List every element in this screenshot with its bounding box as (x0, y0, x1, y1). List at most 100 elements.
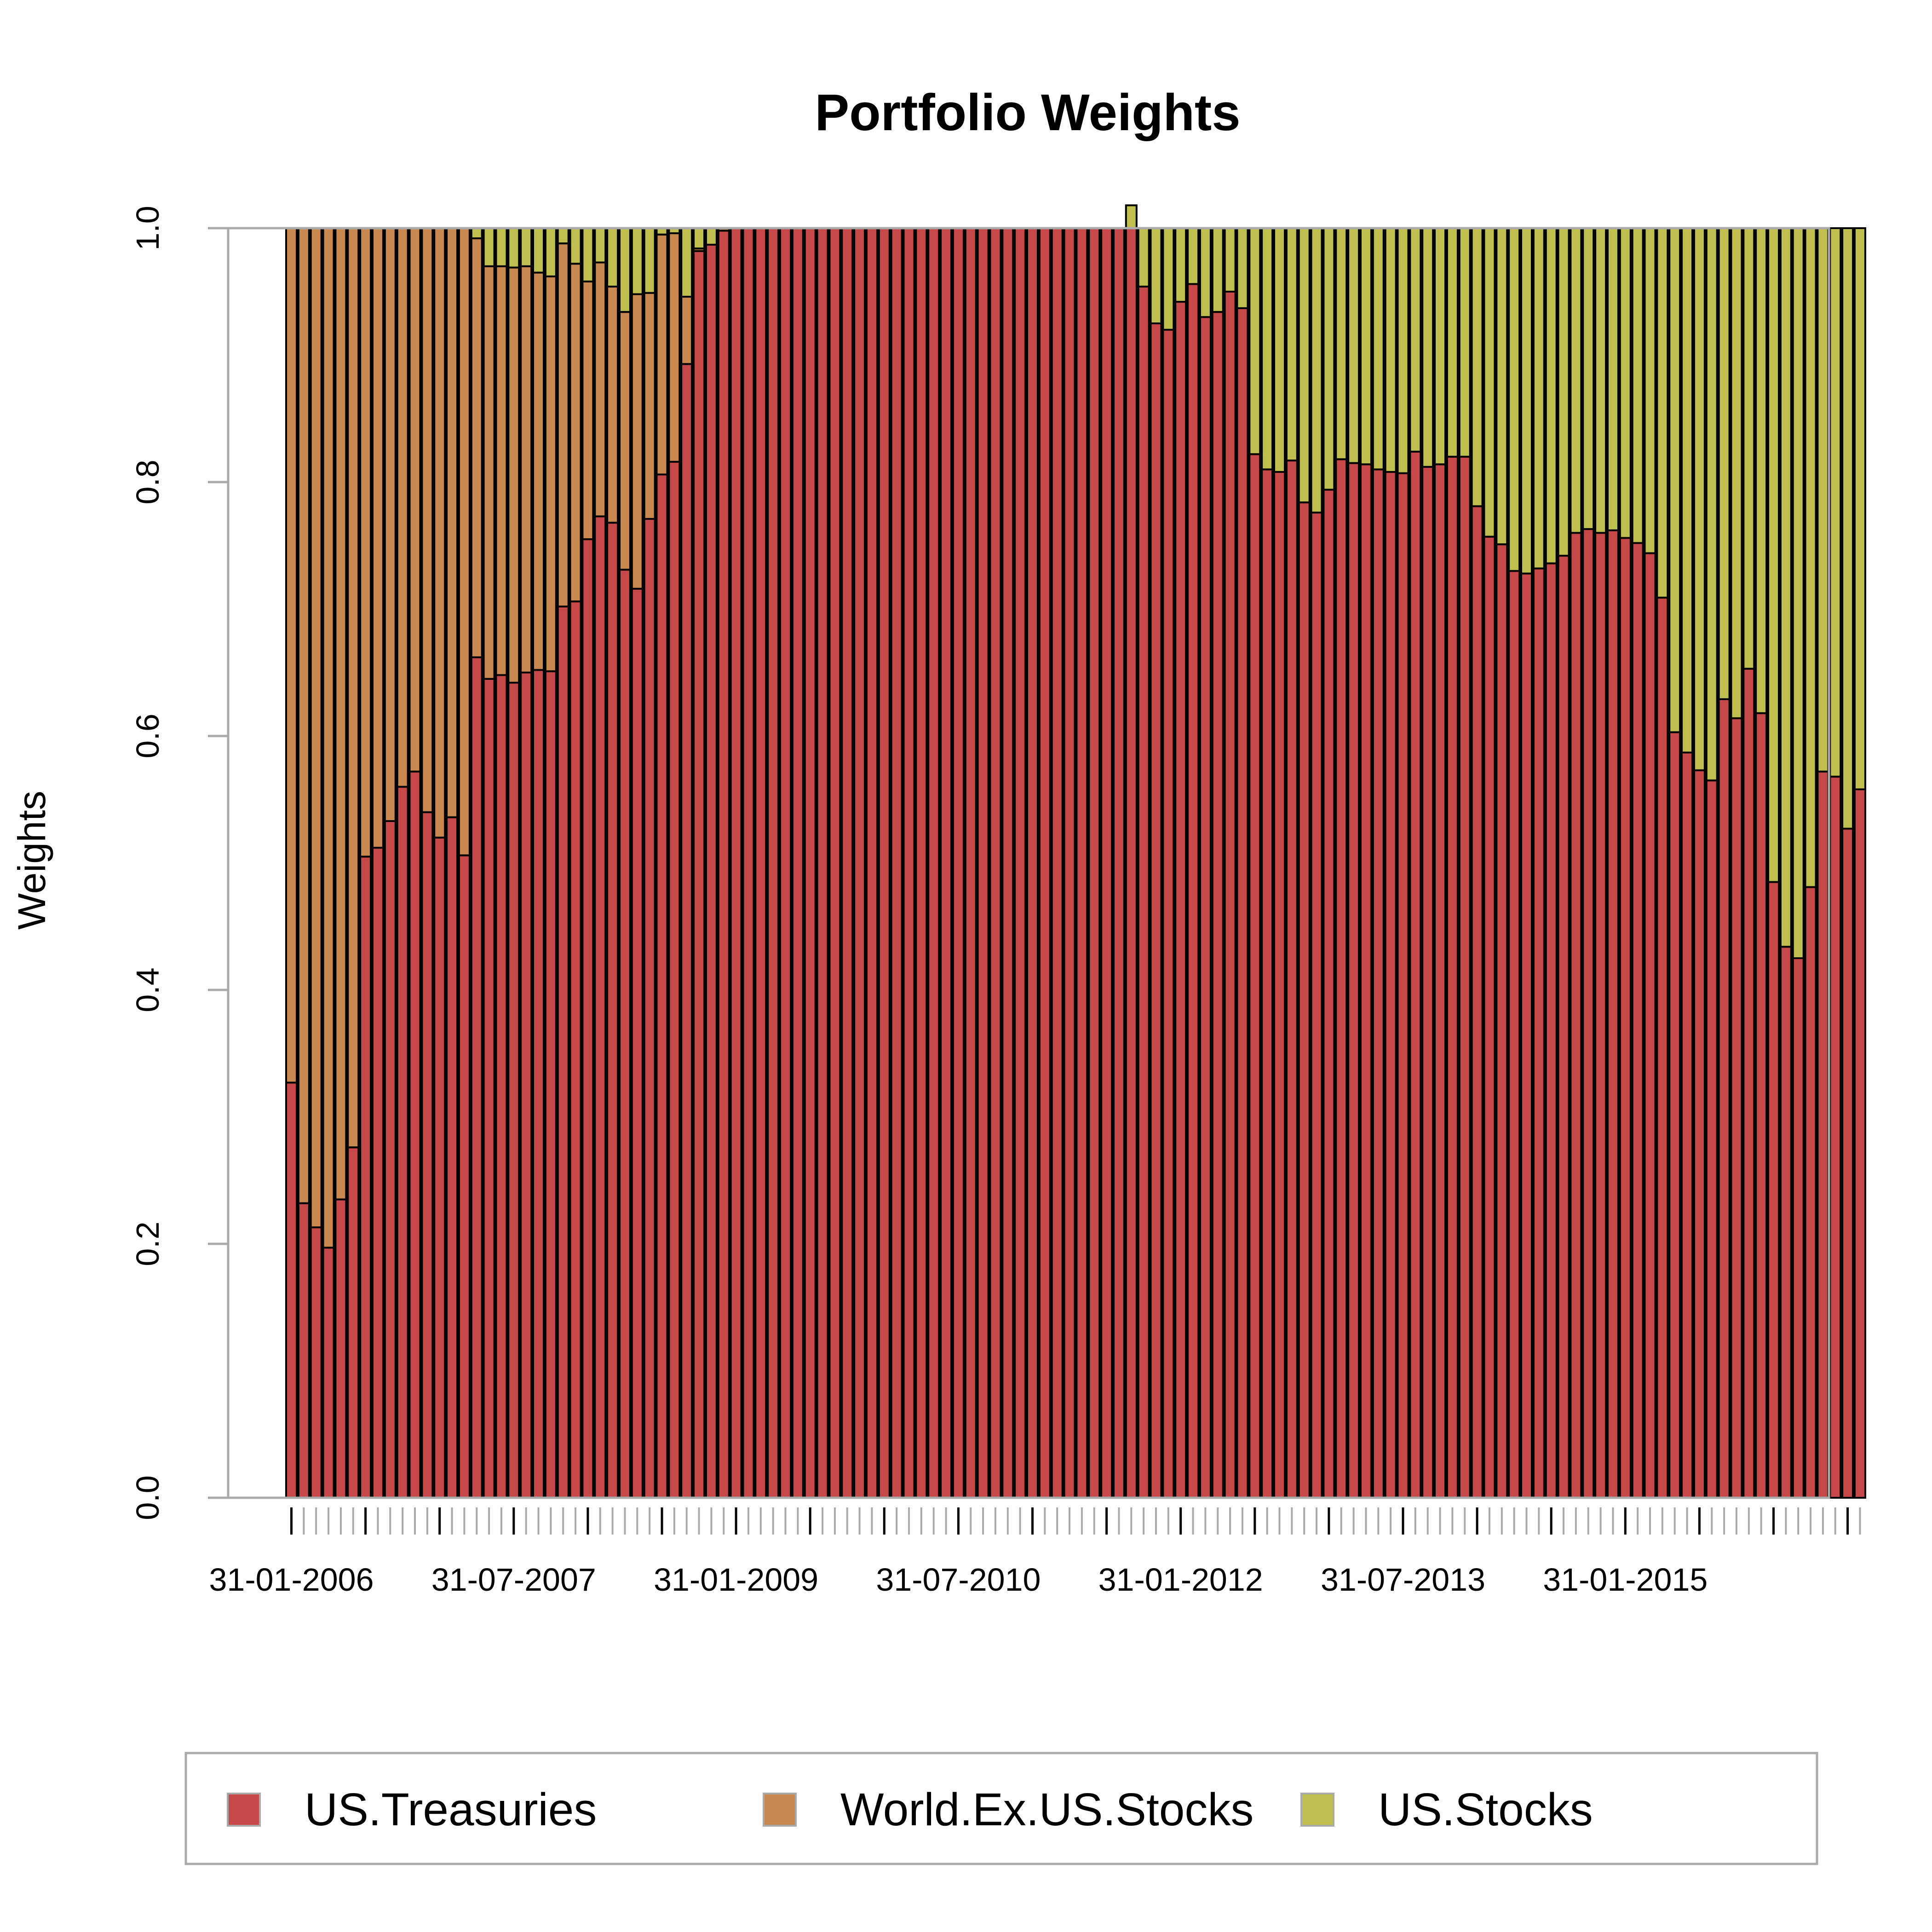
bar-segment-us-treasuries (1817, 770, 1829, 1499)
bar-segment-us-treasuries (1236, 307, 1249, 1499)
bar-segment-world-ex-us-stocks (334, 227, 347, 1201)
bar-segment-us-treasuries (1594, 532, 1607, 1499)
bar-segment-us-treasuries (1075, 227, 1088, 1499)
bar-segment-us-stocks (1705, 227, 1718, 782)
bar-segment-us-treasuries (1199, 316, 1212, 1499)
bar-segment-world-ex-us-stocks (359, 227, 372, 858)
bar-segment-us-treasuries (446, 816, 459, 1499)
bar-segment-us-stocks (1829, 227, 1842, 778)
bar-segment-us-stocks (1631, 227, 1644, 544)
bar-segment-world-ex-us-stocks (470, 237, 483, 658)
bar-segment-us-treasuries (1841, 828, 1854, 1499)
bar-segment-us-stocks (1174, 227, 1187, 303)
bar-segment-us-stocks (1656, 227, 1669, 599)
bar-segment-world-ex-us-stocks (532, 271, 545, 671)
bar-segment-us-stocks (606, 227, 619, 288)
bar-segment-us-treasuries (1557, 555, 1570, 1499)
bar-segment-us-treasuries (1606, 529, 1619, 1499)
bar-segment-us-treasuries (940, 227, 953, 1499)
bar-segment-us-treasuries (1779, 946, 1792, 1499)
bar-segment-us-stocks (1211, 227, 1224, 313)
bar-segment-us-treasuries (483, 678, 495, 1499)
bar-segment-us-treasuries (1582, 528, 1595, 1499)
bar-segment-us-treasuries (841, 227, 854, 1499)
bar-segment-us-treasuries (977, 227, 989, 1499)
bar-segment-us-treasuries (1261, 468, 1274, 1499)
legend-swatch-us-treasuries (227, 1793, 261, 1827)
bar-segment-us-stocks (581, 227, 594, 282)
bar-segment-us-treasuries (1137, 285, 1150, 1499)
legend-swatch-world-ex-us-stocks (763, 1793, 797, 1827)
bar-segment-us-treasuries (347, 1146, 360, 1499)
bar-segment-us-treasuries (1187, 283, 1200, 1499)
bar-segment-us-stocks (557, 227, 569, 245)
bar-segment-us-treasuries (1434, 463, 1447, 1499)
bar-segment-world-ex-us-stocks (557, 242, 569, 608)
bar-segment-us-treasuries (1409, 450, 1422, 1499)
bar-segment-us-stocks (495, 227, 508, 267)
bar-segment-us-treasuries (1705, 779, 1718, 1499)
bar-segment-us-stocks (1409, 227, 1422, 453)
bar-segment-world-ex-us-stocks (569, 263, 582, 603)
bar-segment-us-stocks (1285, 227, 1298, 462)
bar-segment-us-stocks (1606, 227, 1619, 531)
bar-segment-us-stocks (569, 227, 582, 265)
bar-segment-us-stocks (680, 227, 693, 298)
bar-segment-us-treasuries (668, 460, 681, 1499)
bar-segment-us-treasuries (458, 854, 471, 1499)
bar-segment-us-treasuries (742, 227, 755, 1499)
bar-segment-us-treasuries (804, 227, 816, 1499)
bar-segment-us-stocks (1730, 227, 1743, 719)
bar-segment-us-stocks (643, 227, 656, 294)
bar-segment-us-treasuries (1508, 570, 1521, 1499)
bar-segment-us-treasuries (952, 227, 965, 1499)
bar-segment-us-treasuries (507, 682, 520, 1499)
y-tick-label: 1.0 (130, 206, 166, 250)
bar-segment-us-treasuries (371, 846, 384, 1499)
bar-segment-world-ex-us-stocks (618, 311, 631, 571)
bar-segment-us-stocks (1446, 227, 1459, 458)
bar-segment-us-treasuries (594, 515, 607, 1499)
bar-segment-world-ex-us-stocks (606, 285, 619, 524)
bar-segment-us-treasuries (1730, 717, 1743, 1499)
bar-segment-us-treasuries (693, 250, 706, 1499)
bar-segment-us-stocks (1310, 227, 1323, 514)
bar-segment-world-ex-us-stocks (446, 227, 459, 818)
bar-segment-world-ex-us-stocks (581, 280, 594, 540)
bar-segment-us-treasuries (297, 1202, 310, 1499)
bar-segment-us-treasuries (532, 669, 545, 1499)
bar-segment-us-treasuries (631, 587, 644, 1499)
bar-segment-us-stocks (1150, 227, 1162, 324)
bar-segment-us-treasuries (656, 473, 668, 1499)
bar-segment-us-stocks (520, 227, 533, 267)
bar-segment-world-ex-us-stocks (594, 261, 607, 518)
bar-segment-us-stocks (618, 227, 631, 313)
bar-segment-us-treasuries (915, 227, 928, 1499)
bar-segment-us-stocks (1853, 227, 1866, 790)
bar-segment-us-stocks (1187, 227, 1200, 285)
bar-segment-world-ex-us-stocks (433, 227, 446, 839)
bar-segment-us-treasuries (1471, 505, 1484, 1499)
bar-segment-us-treasuries (285, 1081, 298, 1499)
legend: US.Treasuries World.Ex.US.Stocks US.Stocks (184, 1752, 1818, 1865)
x-axis: 31-01-2006 31-07-2007 31-01-2009 31-07-2010… (209, 1507, 1861, 1598)
bar-segment-world-ex-us-stocks (322, 227, 335, 1249)
legend-label: US.Stocks (1378, 1784, 1593, 1835)
bar-segment-us-treasuries (730, 227, 742, 1499)
bar-segment-us-treasuries (433, 836, 446, 1499)
bar-segment-us-stocks (483, 227, 495, 267)
bar-segment-world-ex-us-stocks (384, 227, 397, 822)
bar-segment-us-treasuries (1211, 311, 1224, 1499)
bar-segment-us-stocks (1298, 227, 1311, 504)
bar-segment-us-stocks (594, 227, 607, 264)
bar-segment-us-treasuries (903, 227, 915, 1499)
bar-segment-us-stocks (1458, 227, 1471, 458)
bar-segment-us-stocks (1779, 227, 1792, 948)
bar-segment-us-treasuries (1298, 501, 1311, 1499)
bar-segment-us-stocks (1557, 227, 1570, 557)
bar-segment-us-stocks (1273, 227, 1286, 473)
bar-segment-us-treasuries (1446, 455, 1459, 1499)
bar-segment-us-treasuries (334, 1198, 347, 1499)
bar-segment-us-treasuries (520, 672, 533, 1499)
